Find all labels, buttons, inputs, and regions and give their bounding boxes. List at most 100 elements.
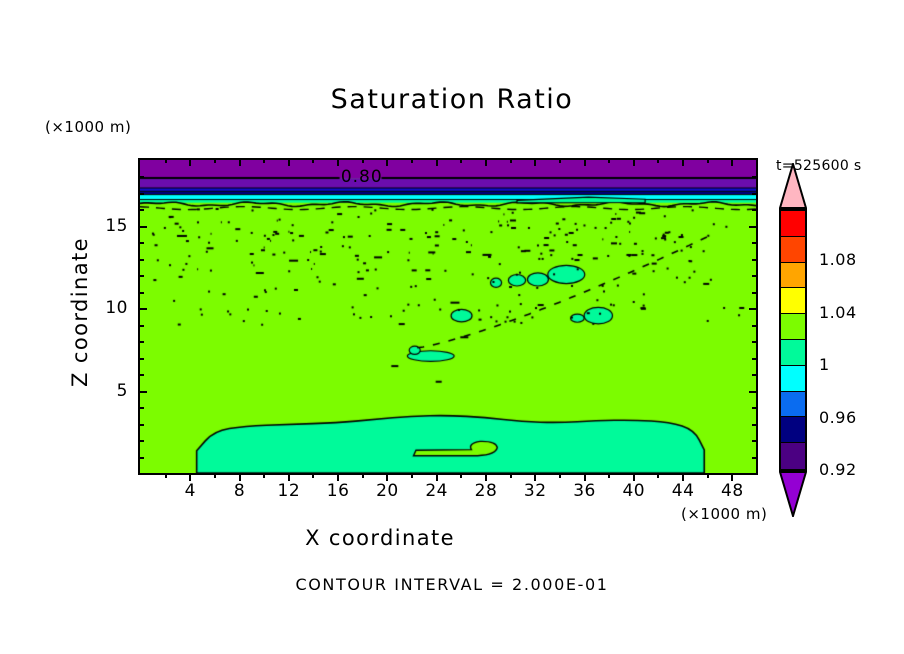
- x-tick-top: [706, 158, 709, 163]
- x-tick-top: [509, 158, 512, 163]
- x-tick-top: [337, 158, 340, 166]
- x-tick: [263, 473, 266, 478]
- y-tick: [138, 374, 144, 377]
- colorbar-band: [781, 443, 805, 469]
- x-tick: [706, 473, 709, 478]
- x-tick-top: [189, 158, 192, 166]
- y-tick-right: [752, 258, 758, 261]
- x-tick-label: 36: [573, 481, 596, 501]
- x-tick: [608, 473, 611, 478]
- y-tick: [138, 209, 144, 212]
- contour-field-canvas: [140, 160, 756, 473]
- y-tick: [138, 308, 147, 311]
- y-tick-right: [749, 308, 758, 311]
- x-tick-label: 40: [622, 481, 646, 501]
- contour-plot-area: [138, 158, 758, 475]
- colorbar-band: [781, 391, 805, 418]
- colorbar-band: [781, 339, 805, 366]
- x-tick: [632, 473, 635, 481]
- x-tick-top: [484, 158, 487, 166]
- x-tick: [435, 473, 438, 481]
- x-tick: [583, 473, 586, 481]
- x-tick-label: 32: [523, 481, 547, 501]
- x-tick: [386, 473, 389, 481]
- y-tick-label: 5: [116, 380, 128, 401]
- x-tick-label: 4: [184, 481, 196, 501]
- y-tick: [138, 456, 144, 459]
- x-axis-units-label: (×1000 m): [681, 505, 768, 523]
- x-tick: [509, 473, 512, 478]
- x-tick: [164, 473, 167, 478]
- contour-interval-label: CONTOUR INTERVAL = 2.000E-01: [295, 575, 609, 594]
- colorbar-tick-label: 1.08: [819, 250, 857, 270]
- x-tick-top: [287, 158, 290, 166]
- x-tick-label: 48: [721, 481, 744, 501]
- x-tick-top: [263, 158, 266, 163]
- x-tick: [213, 473, 216, 478]
- x-tick: [312, 473, 315, 478]
- x-axis-title: X coordinate: [305, 526, 455, 550]
- x-tick: [484, 473, 487, 481]
- x-tick-top: [534, 158, 537, 166]
- x-tick-top: [164, 158, 167, 163]
- y-tick: [138, 324, 144, 327]
- x-tick: [287, 473, 290, 481]
- y-tick: [138, 423, 144, 426]
- contour-line-label: 0.80: [340, 167, 383, 188]
- x-tick-top: [682, 158, 685, 166]
- y-tick: [138, 390, 147, 393]
- y-tick-right: [752, 209, 758, 212]
- page-title: Saturation Ratio: [330, 84, 574, 115]
- y-tick: [138, 258, 144, 261]
- y-tick: [138, 357, 144, 360]
- y-tick-right: [752, 192, 758, 195]
- colorbar-tick-label: 0.92: [819, 460, 857, 479]
- y-tick-right: [752, 440, 758, 443]
- x-tick: [411, 473, 414, 478]
- y-tick-label: 10: [105, 298, 128, 319]
- y-tick-right: [749, 390, 758, 393]
- y-tick-right: [752, 374, 758, 377]
- colorbar-tick-label: 1.04: [819, 302, 857, 322]
- colorbar: [778, 160, 808, 520]
- y-axis-units-label: (×1000 m): [45, 118, 132, 136]
- y-tick-right: [752, 275, 758, 278]
- x-tick-top: [386, 158, 389, 166]
- colorbar-band: [781, 314, 805, 340]
- colorbar-band: [781, 417, 805, 444]
- y-tick: [138, 341, 144, 344]
- y-tick: [138, 440, 144, 443]
- y-tick-right: [752, 176, 758, 179]
- x-tick-label: 12: [277, 481, 301, 501]
- x-tick-top: [213, 158, 216, 163]
- y-tick-right: [752, 423, 758, 426]
- y-tick-right: [752, 456, 758, 459]
- x-tick-label: 16: [326, 481, 350, 501]
- x-tick-top: [312, 158, 315, 163]
- x-tick-top: [361, 158, 364, 163]
- colorbar-band: [781, 288, 805, 315]
- y-tick: [138, 242, 144, 245]
- x-tick: [731, 473, 734, 481]
- y-tick-right: [749, 225, 758, 228]
- x-tick-top: [632, 158, 635, 166]
- x-tick-top: [657, 158, 660, 163]
- x-tick: [337, 473, 340, 481]
- x-tick-top: [608, 158, 611, 163]
- y-tick-right: [752, 242, 758, 245]
- x-tick: [361, 473, 364, 478]
- colorbar-tick-label: 0.96: [819, 407, 857, 427]
- x-tick: [189, 473, 192, 481]
- colorbar-band: [781, 365, 805, 392]
- colorbar-tick-label: 1: [819, 355, 830, 375]
- x-tick-top: [411, 158, 414, 163]
- colorbar-band: [781, 262, 805, 289]
- y-tick-right: [752, 407, 758, 410]
- x-tick-top: [460, 158, 463, 163]
- x-tick-label: 20: [376, 481, 399, 501]
- colorbar-top-arrow: [778, 160, 808, 209]
- y-tick: [138, 176, 144, 179]
- y-tick: [138, 225, 147, 228]
- time-annotation: t=525600 s: [776, 158, 862, 174]
- x-tick-label: 24: [425, 481, 448, 501]
